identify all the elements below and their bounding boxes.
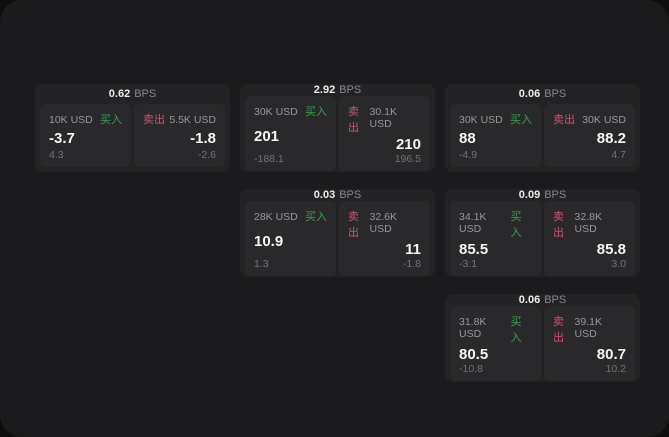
quote-card: 0.06 BPS 31.8K USD 买入 80.5 -10.8 卖出 39.1…: [445, 294, 640, 382]
sell-sub-value: 4.7: [611, 149, 626, 161]
bps-unit-label: BPS: [339, 189, 362, 201]
buy-side-label: 买入: [510, 211, 522, 239]
sell-notional: 30.1K USD: [369, 106, 397, 130]
sell-quote-panel[interactable]: 卖出 30.1K USD 210 196.5: [339, 96, 430, 171]
bps-value: 0.62: [108, 88, 131, 100]
bps-header: 0.09 BPS: [450, 189, 635, 201]
buy-notional: 34.1K USD: [459, 211, 487, 235]
buy-side-label: 买入: [305, 211, 327, 223]
sell-side-label: 卖出: [553, 211, 564, 239]
sell-quote-value: -1.8: [190, 130, 216, 147]
sell-notional: 30K USD: [582, 114, 626, 126]
sell-quote-value: 80.7: [596, 346, 626, 363]
buy-side-label: 买入: [305, 106, 327, 118]
buy-notional: 28K USD: [254, 211, 298, 223]
sell-quote-panel[interactable]: 卖出 30K USD 88.2 4.7: [544, 104, 635, 167]
bps-header: 0.62 BPS: [40, 84, 225, 104]
sell-quote-panel[interactable]: 卖出 32.8K USD 85.8 3.0: [544, 201, 635, 276]
sell-quote-value: 88.2: [596, 130, 626, 147]
sell-sub-value: 10.2: [605, 363, 626, 375]
bps-value: 0.03: [313, 189, 336, 201]
buy-side-label: 买入: [100, 114, 122, 126]
quote-card: 0.03 BPS 28K USD 买入 10.9 1.3 卖出 32.6K US…: [240, 189, 435, 277]
sell-quote-value: 11: [405, 241, 421, 258]
quote-card: 0.09 BPS 34.1K USD 买入 85.5 -3.1 卖出 32.8K…: [445, 189, 640, 277]
sell-notional: 32.6K USD: [369, 211, 397, 235]
bps-header: 0.03 BPS: [245, 189, 430, 201]
sell-side-label: 卖出: [348, 106, 359, 134]
buy-notional: 30K USD: [254, 106, 298, 118]
buy-quote-panel[interactable]: 34.1K USD 买入 85.5 -3.1: [450, 201, 541, 276]
sell-quote-panel[interactable]: 卖出 32.6K USD 11 -1.8: [339, 201, 430, 276]
buy-sub-value: 4.3: [49, 149, 64, 161]
sell-quote-panel[interactable]: 卖出 39.1K USD 80.7 10.2: [544, 306, 635, 381]
buy-side-label: 买入: [510, 316, 522, 344]
buy-quote-value: 88: [459, 130, 476, 147]
buy-quote-value: 201: [254, 128, 280, 145]
sell-quote-value: 210: [395, 136, 421, 153]
quote-card: 2.92 BPS 30K USD 买入 201 -188.1 卖出 30.1K …: [240, 84, 435, 172]
buy-notional: 30K USD: [459, 114, 503, 126]
buy-sub-value: -188.1: [254, 153, 284, 165]
sell-side-label: 卖出: [553, 316, 564, 344]
bps-unit-label: BPS: [339, 84, 362, 96]
sell-notional: 5.5K USD: [169, 114, 216, 126]
bps-header: 0.06 BPS: [450, 294, 635, 306]
sell-sub-value: -2.6: [197, 149, 216, 161]
bps-header: 0.06 BPS: [450, 84, 635, 104]
buy-notional: 10K USD: [49, 114, 93, 126]
bps-value: 0.06: [518, 294, 541, 306]
buy-sub-value: -10.8: [459, 363, 483, 375]
buy-quote-panel[interactable]: 10K USD 买入 -3.7 4.3: [40, 104, 131, 167]
sell-sub-value: -1.8: [402, 258, 421, 270]
bps-unit-label: BPS: [544, 88, 567, 100]
buy-quote-value: 80.5: [459, 346, 489, 363]
bps-unit-label: BPS: [134, 88, 157, 100]
buy-quote-panel[interactable]: 30K USD 买入 201 -188.1: [245, 96, 336, 171]
quote-card: 0.62 BPS 10K USD 买入 -3.7 4.3 卖出 5.5K USD: [35, 84, 230, 172]
bps-unit-label: BPS: [544, 189, 567, 201]
bps-header: 2.92 BPS: [245, 84, 430, 96]
buy-quote-panel[interactable]: 30K USD 买入 88 -4.9: [450, 104, 541, 167]
sell-side-label: 卖出: [143, 114, 165, 126]
sell-side-label: 卖出: [348, 211, 359, 239]
buy-quote-panel[interactable]: 28K USD 买入 10.9 1.3: [245, 201, 336, 276]
sell-quote-value: 85.8: [596, 241, 626, 258]
buy-quote-value: 10.9: [254, 233, 284, 250]
sell-notional: 39.1K USD: [574, 316, 602, 340]
buy-side-label: 买入: [510, 114, 532, 126]
sell-sub-value: 196.5: [394, 153, 421, 165]
bps-value: 0.09: [518, 189, 541, 201]
buy-quote-panel[interactable]: 31.8K USD 买入 80.5 -10.8: [450, 306, 541, 381]
buy-notional: 31.8K USD: [459, 316, 487, 340]
sell-sub-value: 3.0: [611, 258, 626, 270]
buy-sub-value: -3.1: [459, 258, 478, 270]
quote-card-grid: 0.62 BPS 10K USD 买入 -3.7 4.3 卖出 5.5K USD: [35, 84, 640, 382]
quote-card: 0.06 BPS 30K USD 买入 88 -4.9 卖出 30K USD: [445, 84, 640, 172]
bps-value: 0.06: [518, 88, 541, 100]
bps-unit-label: BPS: [544, 294, 567, 306]
bps-value: 2.92: [313, 84, 336, 96]
sell-quote-panel[interactable]: 卖出 5.5K USD -1.8 -2.6: [134, 104, 225, 167]
buy-sub-value: 1.3: [254, 258, 269, 270]
buy-sub-value: -4.9: [459, 149, 478, 161]
buy-quote-value: -3.7: [49, 130, 75, 147]
sell-side-label: 卖出: [553, 114, 575, 126]
buy-quote-value: 85.5: [459, 241, 489, 258]
sell-notional: 32.8K USD: [574, 211, 602, 235]
